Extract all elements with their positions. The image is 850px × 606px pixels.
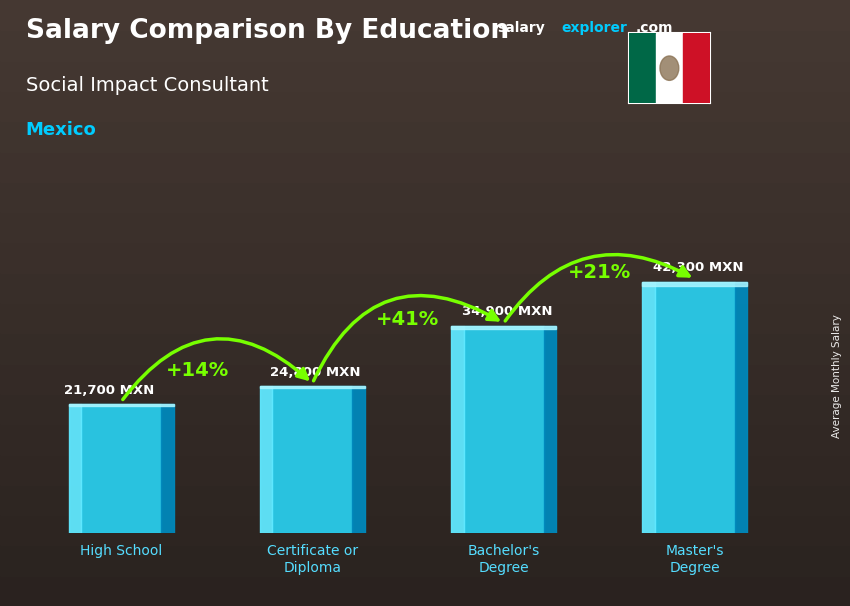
Bar: [0, 182, 850, 212]
Text: +41%: +41%: [377, 310, 439, 329]
Bar: [0, 545, 850, 576]
Bar: [162, 404, 173, 533]
Text: 24,800 MXN: 24,800 MXN: [270, 365, 360, 379]
Text: +14%: +14%: [166, 361, 230, 381]
Text: .com: .com: [636, 21, 673, 35]
Bar: [0, 333, 850, 364]
Bar: [0, 212, 850, 242]
Bar: [69, 404, 81, 533]
Text: 42,300 MXN: 42,300 MXN: [653, 261, 743, 275]
Bar: [0, 364, 850, 394]
Bar: [683, 33, 710, 103]
Text: Average Monthly Salary: Average Monthly Salary: [832, 314, 842, 438]
Bar: [0, 91, 850, 121]
Bar: [544, 325, 556, 533]
Bar: [260, 385, 365, 388]
Bar: [629, 33, 656, 103]
Bar: [0, 61, 850, 91]
Text: Mexico: Mexico: [26, 121, 96, 139]
Bar: [735, 282, 747, 533]
Bar: [272, 385, 353, 533]
Text: +21%: +21%: [568, 263, 631, 282]
Bar: [0, 424, 850, 454]
Bar: [0, 394, 850, 424]
Text: 34,900 MXN: 34,900 MXN: [462, 305, 552, 318]
Bar: [643, 282, 747, 286]
Bar: [451, 325, 463, 533]
Bar: [0, 485, 850, 515]
Bar: [451, 325, 556, 329]
Bar: [0, 0, 850, 30]
Text: Social Impact Consultant: Social Impact Consultant: [26, 76, 269, 95]
Bar: [0, 152, 850, 182]
Bar: [0, 303, 850, 333]
Bar: [0, 273, 850, 303]
Bar: [0, 121, 850, 152]
Text: explorer: explorer: [561, 21, 626, 35]
Bar: [0, 454, 850, 485]
Text: salary: salary: [497, 21, 545, 35]
Bar: [260, 385, 272, 533]
Bar: [0, 242, 850, 273]
Bar: [654, 282, 735, 533]
Bar: [81, 404, 162, 533]
Bar: [643, 282, 654, 533]
Bar: [0, 576, 850, 606]
Bar: [656, 33, 683, 103]
Bar: [353, 385, 365, 533]
Text: Salary Comparison By Education: Salary Comparison By Education: [26, 18, 508, 44]
Bar: [463, 325, 544, 533]
Bar: [0, 30, 850, 61]
Circle shape: [660, 56, 679, 81]
Text: 21,700 MXN: 21,700 MXN: [64, 384, 154, 397]
Bar: [0, 515, 850, 545]
Bar: [69, 404, 173, 407]
